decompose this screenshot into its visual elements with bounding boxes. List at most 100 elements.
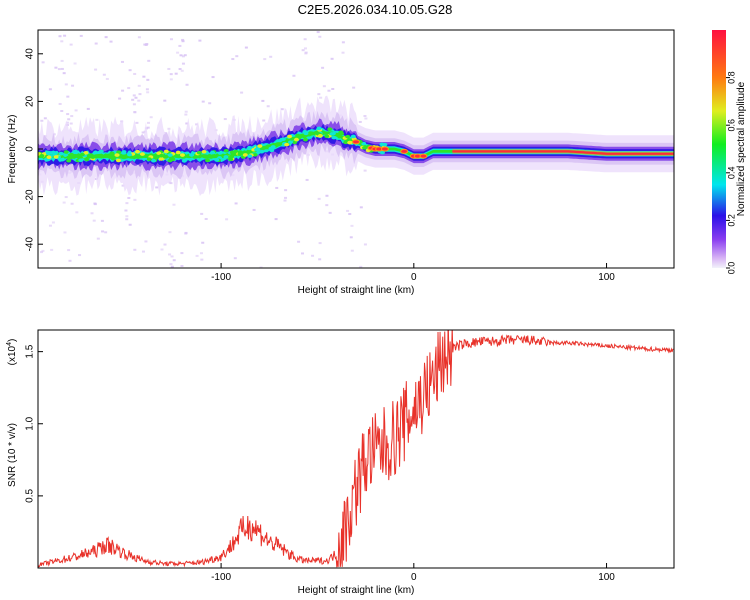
spectrogram-noise-cell xyxy=(168,253,172,256)
spectrogram-peak-blob xyxy=(39,153,45,158)
spectrogram-noise-cell xyxy=(350,224,354,227)
spectrogram-noise-cell xyxy=(169,78,173,81)
spectrogram-noise-cell xyxy=(325,204,329,207)
spectrogram-peak-blob xyxy=(45,151,51,156)
spectrogram-noise-cell xyxy=(266,105,270,108)
spectrogram-noise-cell xyxy=(319,96,323,99)
spectrogram-peak-blob xyxy=(345,134,351,139)
spectrogram-noise-cell xyxy=(43,117,47,120)
spectrogram-noise-cell xyxy=(120,60,124,63)
spectrogram-noise-cell xyxy=(127,87,131,90)
colorbar-tick-label: 0.6 xyxy=(726,119,736,132)
spectrogram-peak-blob xyxy=(58,151,64,156)
spectrogram-noise-cell xyxy=(317,93,321,96)
spectrogram-noise-cell xyxy=(74,109,78,112)
spectrogram-noise-cell xyxy=(170,255,174,258)
spectrogram-noise-cell xyxy=(66,95,70,98)
spectrogram-noise-cell xyxy=(146,91,150,94)
spectrogram-noise-cell xyxy=(350,249,354,252)
spectrogram-peak-blob xyxy=(201,149,207,154)
spectrogram-noise-cell xyxy=(303,38,307,41)
spectrogram-peak-blob xyxy=(292,140,298,145)
colorbar xyxy=(712,30,726,268)
spectrogram-noise-cell xyxy=(92,219,96,222)
spectrogram-peak-blob xyxy=(167,153,173,157)
spectrogram-noise-cell xyxy=(317,197,321,200)
spectrogram-peak-blob xyxy=(116,150,122,154)
spectrogram-peak-blob xyxy=(331,135,337,140)
spectrogram-noise-cell xyxy=(145,88,149,91)
spectrogram-noise-cell xyxy=(41,61,45,64)
spectrogram-peak-blob xyxy=(109,151,115,156)
spectrogram-peak-blob xyxy=(72,154,78,158)
spectrogram-peak-blob xyxy=(287,134,293,139)
spectrogram-noise-cell xyxy=(184,113,188,116)
spectrogram-noise-cell xyxy=(93,202,97,205)
spectrogram-noise-cell xyxy=(48,224,52,227)
spectrogram-noise-cell xyxy=(121,89,125,92)
spectrogram-noise-cell xyxy=(348,213,352,216)
spectrogram-noise-cell xyxy=(181,38,185,41)
spectrogram-peak-blob xyxy=(270,145,276,149)
spectrogram-noise-cell xyxy=(138,93,142,96)
spectrogram-peak-core xyxy=(380,146,389,152)
spectrogram-noise-cell xyxy=(163,99,167,102)
spectrogram-noise-cell xyxy=(284,189,288,192)
spectrogram-peak-blob xyxy=(293,137,299,142)
snr-y-tick-label: 1.5 xyxy=(25,344,36,358)
spectrogram-noise-cell xyxy=(163,243,167,246)
spectrogram-peak-blob xyxy=(156,151,162,155)
spectrogram-peak-blob xyxy=(181,159,187,163)
spectrogram-noise-cell xyxy=(169,38,173,41)
spectrogram-peak-blob xyxy=(280,137,286,141)
spectrogram-peak-blob xyxy=(303,137,309,142)
spectrogram-noise-cell xyxy=(169,263,173,266)
snr-axes: -100 0 100 0.5 1.0 1.5 xyxy=(25,344,616,583)
spectrogram-noise-cell xyxy=(176,51,180,54)
snr-y-axis-label: SNR (10 * v/v) xyxy=(7,423,18,487)
spectrogram-peak-blob xyxy=(237,152,243,156)
spectrogram-peak-blob xyxy=(153,155,159,160)
spectrogram-noise-cell xyxy=(146,121,150,124)
spectrogram-noise-cell xyxy=(363,243,367,246)
spectrogram-peak-blob xyxy=(214,158,220,162)
spectrogram-noise-cell xyxy=(100,219,104,222)
spectrogram-noise-cell xyxy=(60,67,64,70)
snr-multiplier: (x104) xyxy=(6,339,18,366)
spectrogram-noise-cell xyxy=(174,72,178,75)
spectrogram-noise-cell xyxy=(118,97,122,100)
spectrogram-peak-blob xyxy=(163,149,169,154)
spectrogram-noise-cell xyxy=(105,77,109,80)
spectrogram-noise-cell xyxy=(261,99,265,102)
spectrogram-noise-cell xyxy=(231,58,235,61)
spectrogram-noise-cell xyxy=(60,109,64,112)
spectrogram-peak-core xyxy=(400,148,409,154)
spectrogram-peak-blob xyxy=(247,154,253,158)
colorbar-label: Normalized spectral amplitude xyxy=(736,81,747,216)
spectrogram-x-tick-label: -100 xyxy=(211,272,231,283)
spectrogram-noise-cell xyxy=(181,62,185,65)
snr-y-tick-label: 1.0 xyxy=(25,416,36,430)
spectrogram-noise-cell xyxy=(280,108,284,111)
spectrogram-noise-cell xyxy=(51,221,55,224)
spectrogram-y-tick-label: -40 xyxy=(25,237,36,252)
spectrogram-noise-cell xyxy=(305,178,309,181)
spectrogram-noise-cell xyxy=(62,72,66,75)
spectrogram-noise-cell xyxy=(135,121,139,124)
spectrogram-noise-cell xyxy=(67,118,71,121)
spectrogram-noise-cell xyxy=(274,218,278,221)
spectrogram-noise-cell xyxy=(40,251,44,254)
spectrogram-noise-cell xyxy=(147,59,151,62)
spectrogram-noise-cell xyxy=(132,94,136,97)
spectrogram-noise-cell xyxy=(178,68,182,71)
spectrogram-y-axis-label: Frequency (Hz) xyxy=(7,115,18,184)
spectrogram-peak-blob xyxy=(53,155,59,159)
snr-x-tick-label: 100 xyxy=(598,572,615,583)
spectrogram-noise-cell xyxy=(297,240,301,243)
spectrogram-noise-cell xyxy=(184,231,188,234)
spectrogram-noise-cell xyxy=(325,194,329,197)
spectrogram-peak-blob xyxy=(210,150,216,155)
spectrogram-x-tick-label: 0 xyxy=(411,272,417,283)
spectrogram-peak-blob xyxy=(257,144,263,148)
